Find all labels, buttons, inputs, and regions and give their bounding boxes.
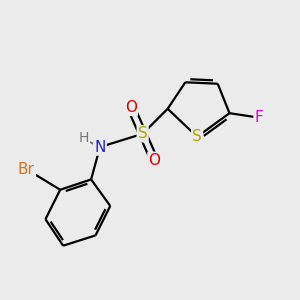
Text: O: O: [148, 153, 160, 168]
Text: H: H: [79, 131, 89, 145]
Text: Br: Br: [18, 162, 35, 177]
Text: S: S: [192, 129, 202, 144]
Text: O: O: [125, 100, 137, 115]
Text: N: N: [94, 140, 106, 154]
Text: F: F: [255, 110, 263, 125]
Text: S: S: [138, 126, 148, 141]
